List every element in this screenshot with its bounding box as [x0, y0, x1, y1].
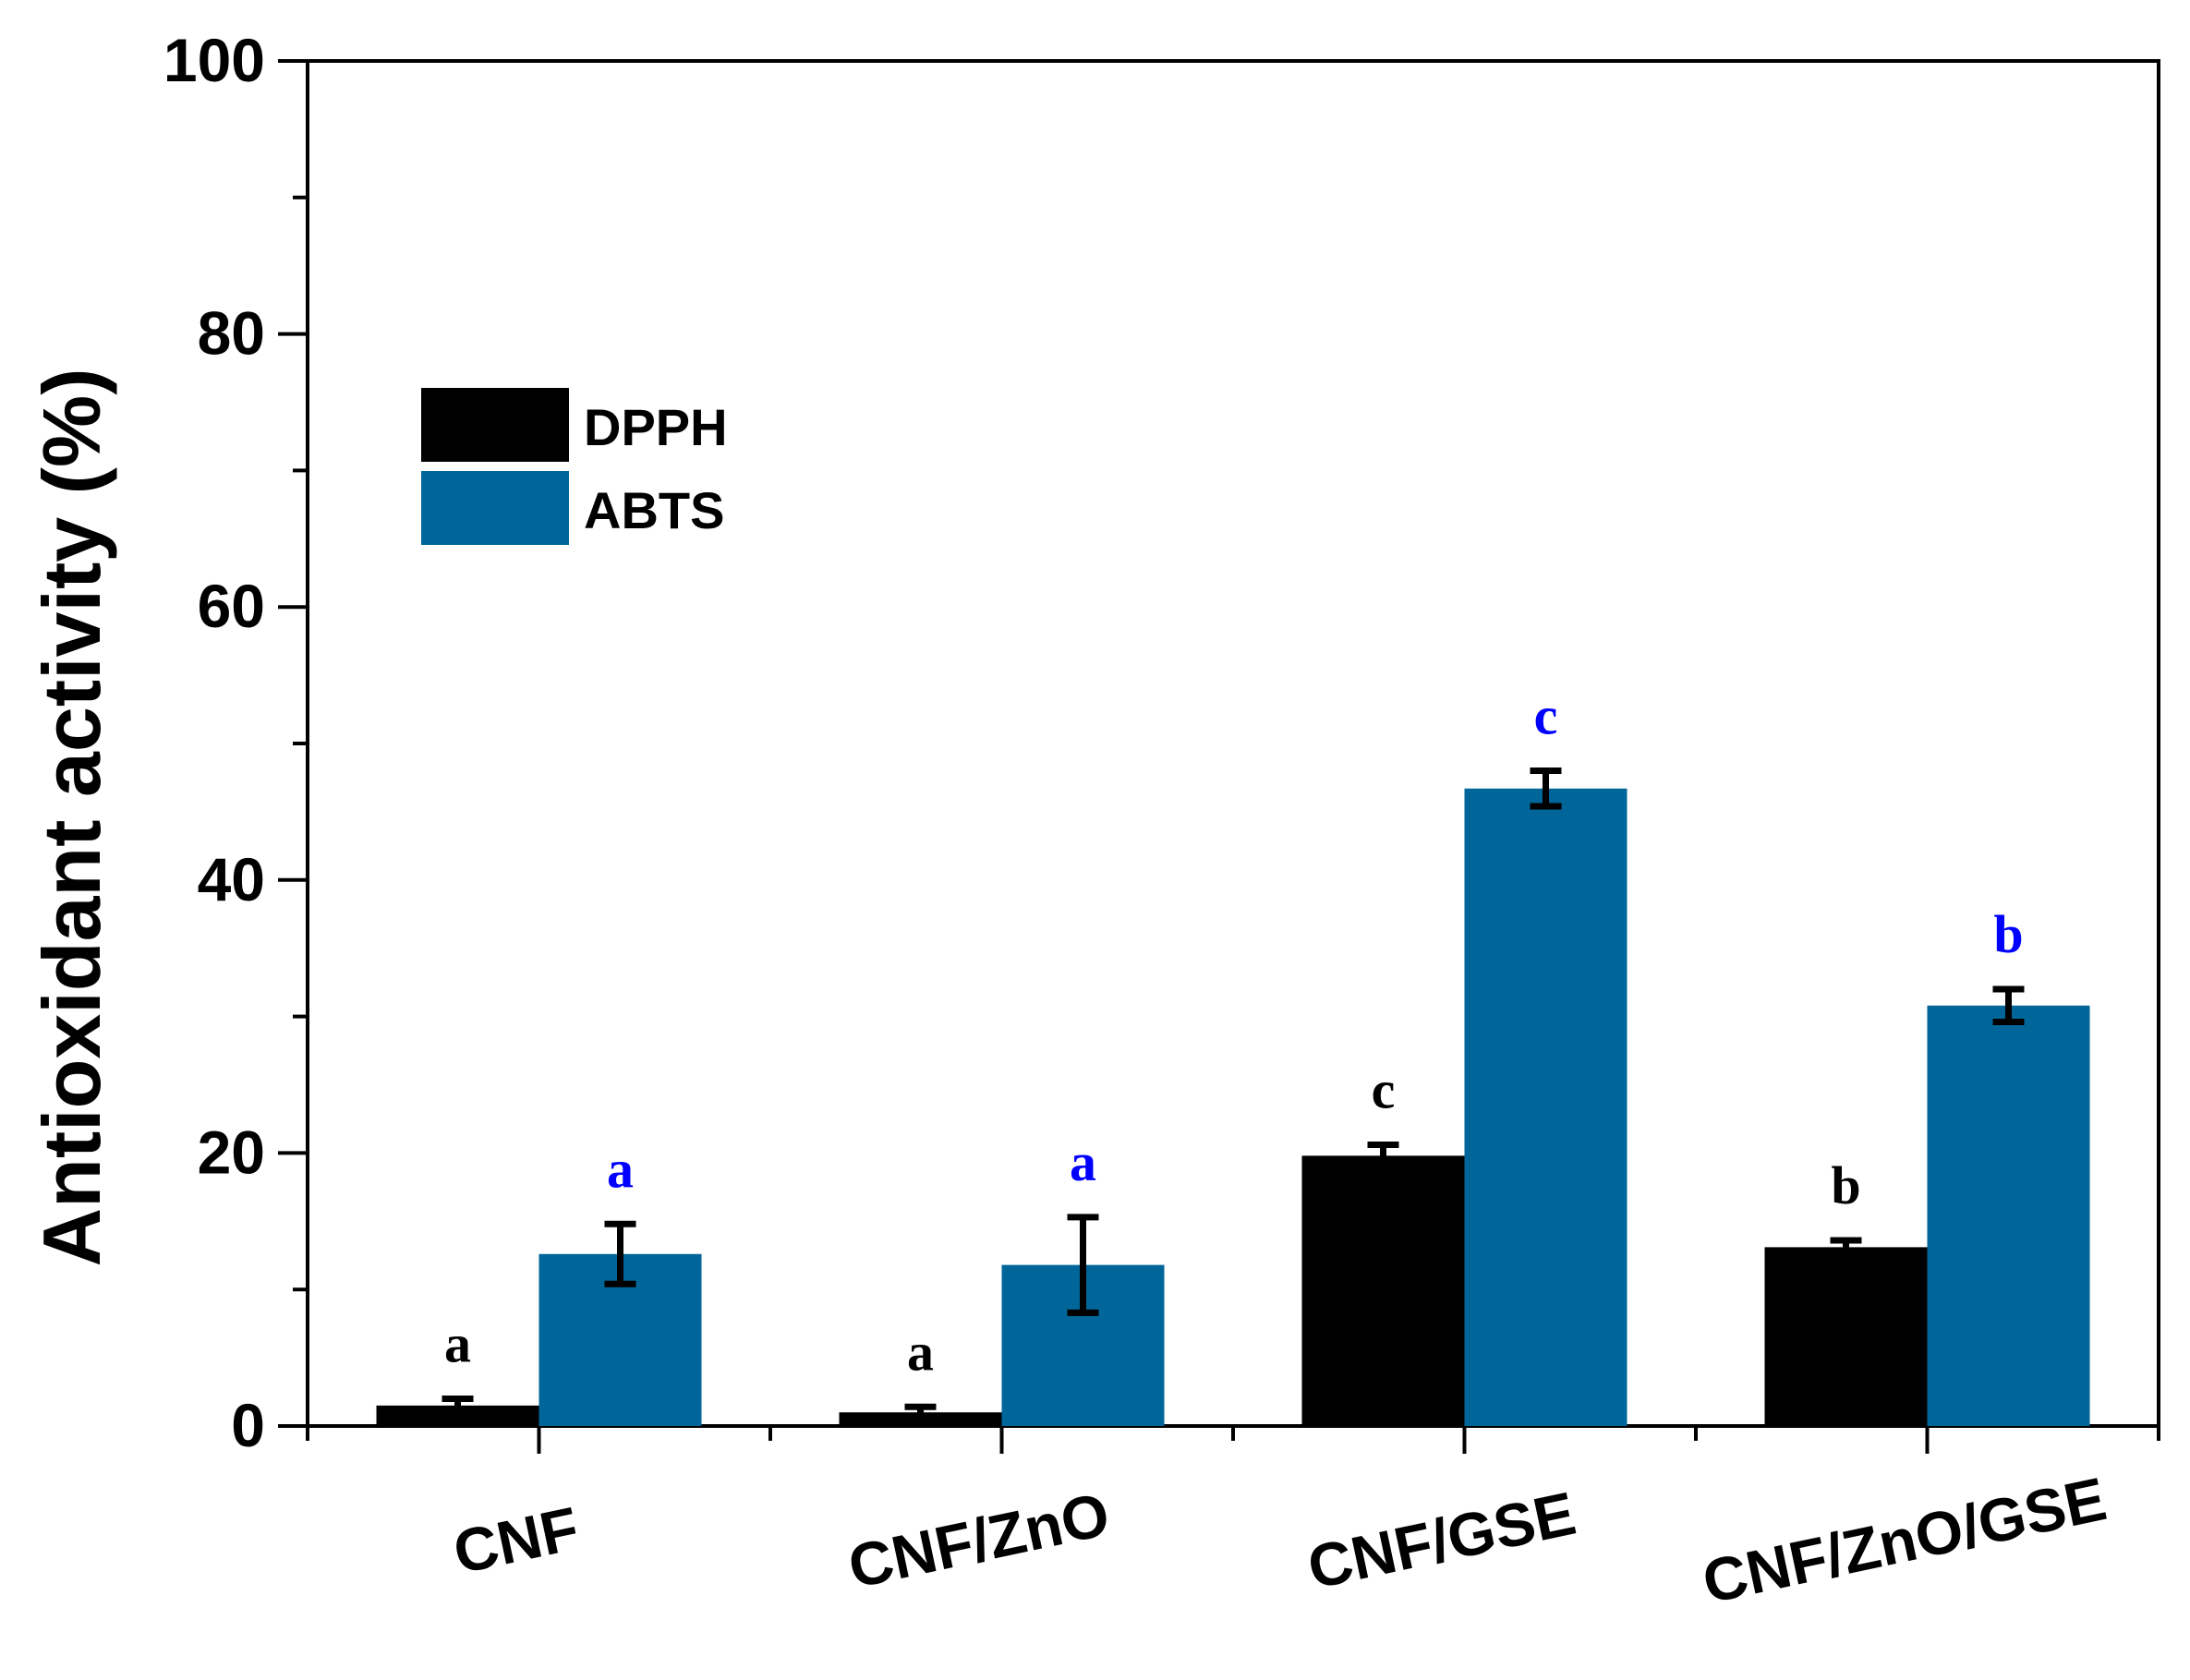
- significance-label-dpph-0: a: [444, 1313, 471, 1373]
- y-tick-label: 20: [198, 1118, 265, 1186]
- significance-label-abts-3: b: [1993, 904, 2023, 964]
- significance-label-dpph-1: a: [907, 1322, 934, 1382]
- x-tick-label: CNF/GSE: [1302, 1479, 1581, 1601]
- legend: DPPH ABTS: [421, 388, 728, 545]
- bar-abts-2: [1464, 788, 1627, 1426]
- significance-label-dpph-3: b: [1831, 1155, 1860, 1215]
- x-tick-label: CNF/ZnO/GSE: [1697, 1464, 2111, 1616]
- plot-frame: [306, 59, 2160, 1428]
- x-tick-label: CNF/ZnO: [842, 1480, 1115, 1601]
- significance-label-abts-1: a: [1070, 1132, 1096, 1192]
- bar-dpph-0: [376, 1405, 539, 1426]
- significance-label-abts-0: a: [607, 1139, 634, 1199]
- significance-label-abts-2: c: [1534, 686, 1558, 746]
- legend-label-abts: ABTS: [584, 481, 724, 539]
- y-tick-label: 80: [198, 299, 265, 368]
- y-tick-label: 100: [163, 26, 265, 94]
- y-tick-label: 40: [198, 845, 265, 913]
- legend-swatch-dpph: [421, 388, 569, 462]
- legend-swatch-abts: [421, 471, 569, 545]
- y-tick-label: 0: [231, 1391, 265, 1459]
- bar-abts-3: [1927, 1005, 2090, 1426]
- x-tick-label: CNF: [448, 1493, 585, 1587]
- significance-label-dpph-2: c: [1372, 1060, 1396, 1120]
- bars-layer: [376, 788, 2090, 1426]
- legend-label-dpph: DPPH: [584, 398, 728, 456]
- y-tick-label: 60: [198, 572, 265, 640]
- plot-border: [306, 59, 2160, 1428]
- error-bars-layer: [442, 767, 2025, 1421]
- bar-dpph-3: [1764, 1247, 1928, 1426]
- significance-labels-layer: a a a a c c b b: [444, 686, 2024, 1383]
- bar-dpph-2: [1301, 1155, 1465, 1426]
- y-axis-title: Antioxidant activity (%): [26, 369, 117, 1267]
